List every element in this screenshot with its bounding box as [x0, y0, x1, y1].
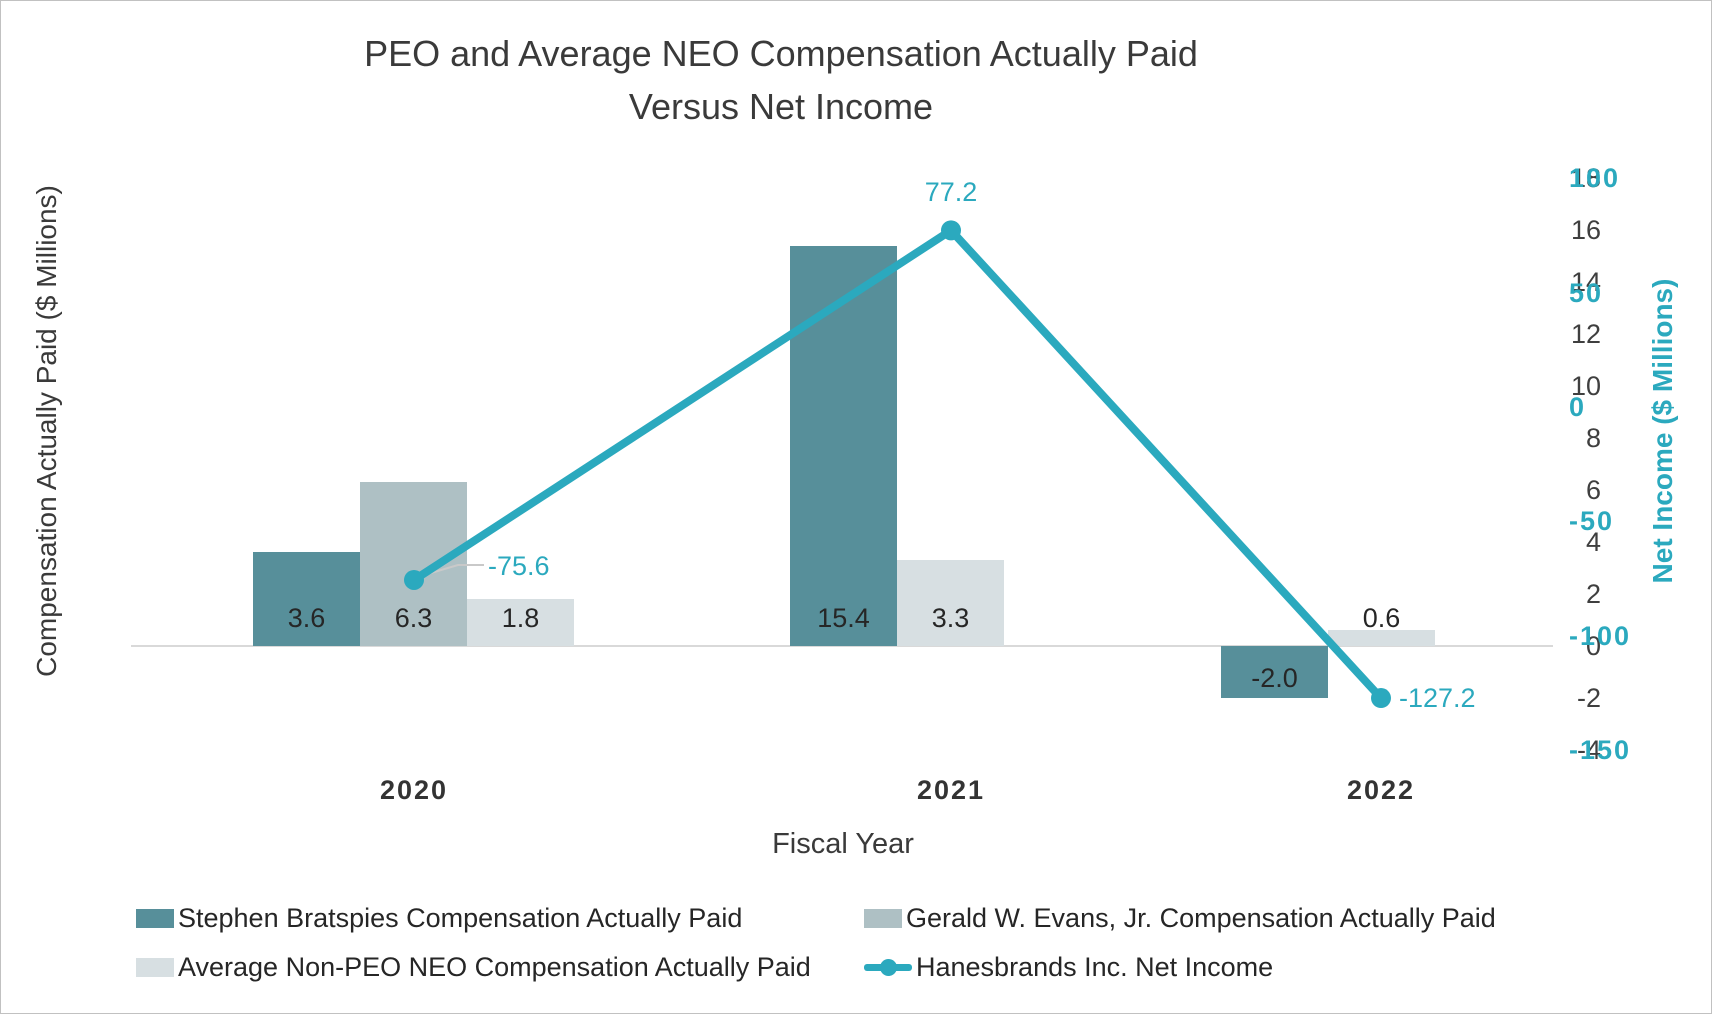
net-income-point-label: -75.6 — [488, 551, 550, 581]
legend-line-marker — [864, 951, 912, 983]
bar-data-label: 0.6 — [1362, 603, 1401, 633]
right-axis-tick-label: -50 — [1569, 506, 1615, 537]
net-income-point-marker — [941, 220, 961, 241]
right-axis-tick-label: 50 — [1569, 277, 1604, 308]
left-axis-tick-label: 14 — [1570, 267, 1601, 297]
left-axis-tick-label: 10 — [1570, 371, 1601, 401]
chart-title-line1: PEO and Average NEO Compensation Actuall… — [364, 33, 1198, 74]
left-axis-tick-label: 6 — [1585, 475, 1601, 505]
right-axis-tick-label: 0 — [1569, 392, 1587, 422]
left-axis-tick-label: 16 — [1570, 215, 1601, 245]
legend-label: Stephen Bratspies Compensation Actually … — [178, 902, 743, 933]
bar — [1328, 630, 1435, 646]
legend-label: Gerald W. Evans, Jr. Compensation Actual… — [906, 902, 1496, 933]
bar-data-label: -2.0 — [1251, 663, 1298, 693]
left-axis-tick-label: 2 — [1585, 579, 1601, 609]
bar — [360, 482, 467, 646]
right-axis-tick-label: 100 — [1569, 163, 1621, 194]
legend: Stephen Bratspies Compensation Actually … — [136, 902, 1496, 983]
net-income-point-label: 77.2 — [924, 177, 978, 207]
legend-item: Hanesbrands Inc. Net Income — [864, 951, 1496, 983]
x-axis-category-label: 2021 — [916, 775, 986, 805]
bar-data-label: 15.4 — [817, 603, 870, 633]
chart-title-line2: Versus Net Income — [628, 86, 934, 127]
left-axis-tick-label: 8 — [1585, 423, 1601, 453]
net-income-point-marker — [1371, 688, 1391, 709]
left-axis-tick-label: 12 — [1570, 319, 1601, 349]
left-axis-tick-label: 18 — [1570, 163, 1601, 193]
legend-item: Gerald W. Evans, Jr. Compensation Actual… — [864, 902, 1496, 934]
net-income-point-label: -127.2 — [1399, 683, 1476, 713]
left-axis-tick-label: -2 — [1576, 683, 1601, 713]
legend-swatch — [136, 908, 174, 928]
legend-label: Average Non-PEO NEO Compensation Actuall… — [178, 951, 811, 982]
legend-label: Hanesbrands Inc. Net Income — [916, 951, 1274, 982]
legend-item: Average Non-PEO NEO Compensation Actuall… — [136, 951, 864, 983]
bar-data-label: 1.8 — [501, 603, 540, 633]
legend-item: Stephen Bratspies Compensation Actually … — [136, 902, 864, 934]
bar-data-label: 6.3 — [394, 603, 433, 633]
net-income-line — [411, 225, 1384, 701]
bar-data-label: 3.3 — [931, 603, 970, 633]
legend-swatch — [864, 908, 902, 928]
zero-gridline — [131, 645, 1553, 647]
net-income-point-marker — [404, 569, 424, 590]
chart-title: PEO and Average NEO Compensation Actuall… — [51, 27, 1511, 133]
left-axis-tick-label: -4 — [1576, 735, 1601, 765]
bar — [790, 245, 897, 646]
bar — [253, 552, 360, 646]
left-axis-tick-label: 0 — [1585, 631, 1601, 661]
bar — [467, 599, 574, 646]
bar-data-label: 3.6 — [287, 603, 326, 633]
left-axis-tick-label: 4 — [1585, 527, 1601, 557]
x-axis-category-label: 2020 — [379, 775, 449, 805]
legend-line-dot-icon — [880, 959, 897, 976]
right-axis-tick-label: -100 — [1569, 620, 1632, 651]
bar — [897, 560, 1004, 646]
x-axis-category-label: 2022 — [1346, 775, 1416, 805]
right-axis-tick-label: -150 — [1569, 735, 1632, 766]
legend-swatch — [136, 957, 174, 977]
x-axis-title: Fiscal Year — [772, 828, 914, 860]
bar — [1221, 646, 1328, 698]
